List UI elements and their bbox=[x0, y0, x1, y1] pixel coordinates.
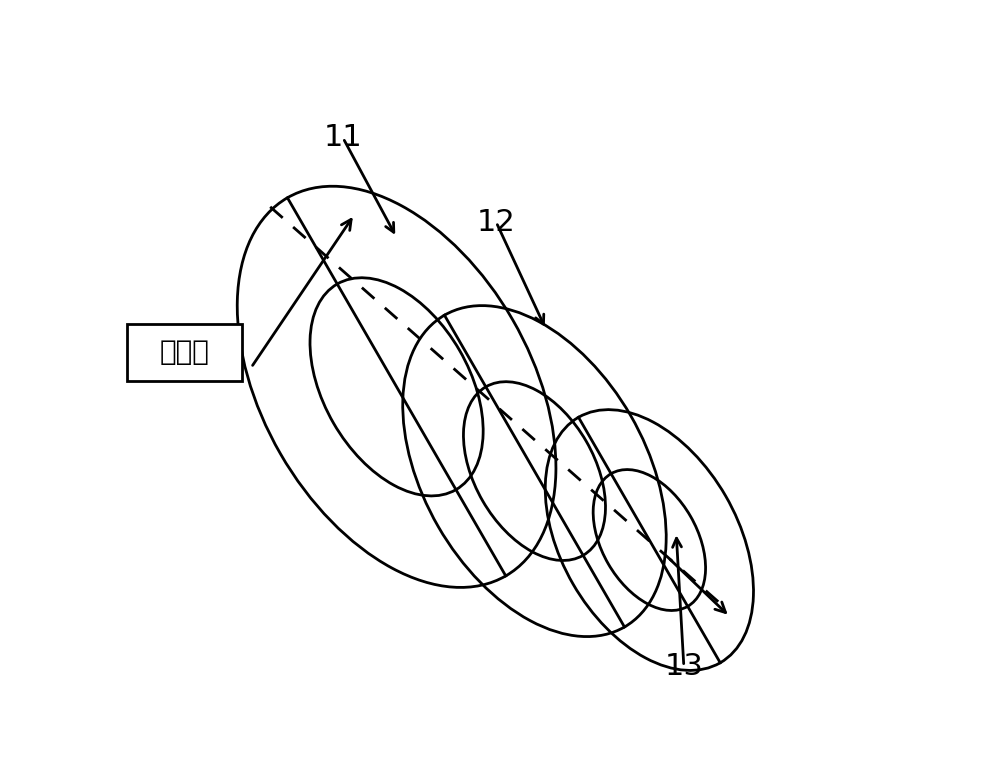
Bar bbox=[127, 323, 242, 381]
Text: 12: 12 bbox=[477, 208, 516, 237]
Text: 11: 11 bbox=[324, 123, 362, 152]
Text: 13: 13 bbox=[664, 652, 703, 681]
Text: 入射光: 入射光 bbox=[159, 339, 209, 366]
